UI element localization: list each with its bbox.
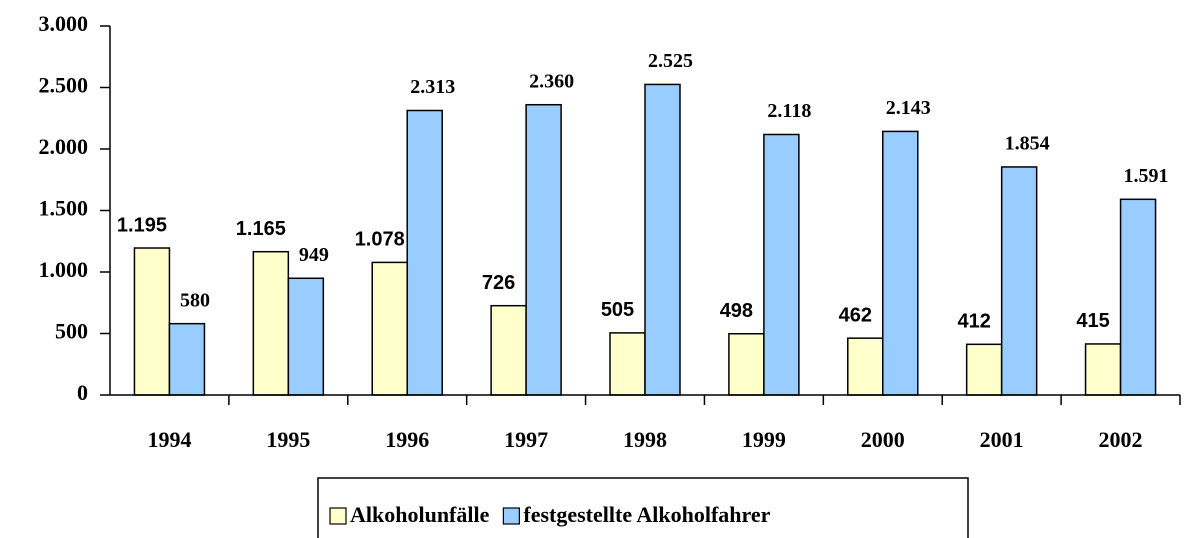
data-label: 1.195 (117, 214, 167, 236)
bar (525, 103, 562, 396)
x-tick-label: 1995 (266, 427, 310, 452)
data-label: 2.313 (410, 76, 455, 98)
legend-box (317, 477, 969, 538)
y-tick-label: 1.000 (39, 257, 89, 282)
y-tick-label: 2.500 (39, 73, 89, 98)
data-label: 415 (1076, 310, 1109, 332)
legend-label: Alkoholunfälle (350, 502, 490, 527)
x-tick-label: 1999 (742, 427, 786, 452)
data-label: 580 (180, 289, 210, 311)
y-tick-label: 3.000 (39, 11, 89, 36)
bar (644, 83, 681, 396)
data-label: 1.078 (355, 229, 405, 251)
bar (1119, 198, 1157, 396)
bar (1000, 166, 1038, 396)
bar (406, 109, 443, 396)
legend-swatch (329, 507, 347, 525)
data-label: 412 (957, 311, 990, 333)
bar (133, 247, 171, 396)
x-tick-label: 1997 (504, 427, 548, 452)
bar (728, 332, 765, 396)
bar (252, 250, 290, 396)
data-label: 1.854 (1005, 133, 1050, 155)
data-label: 2.525 (648, 50, 693, 72)
bar (965, 343, 1003, 396)
x-tick-label: 2001 (980, 427, 1024, 452)
bar (763, 133, 800, 396)
x-tick-label: 2000 (861, 427, 905, 452)
data-label: 2.143 (886, 97, 931, 119)
legend-swatch (502, 507, 520, 525)
bar (1084, 343, 1122, 396)
data-label: 505 (601, 299, 634, 321)
data-label: 2.360 (529, 70, 574, 92)
bar (287, 277, 325, 396)
data-label: 498 (720, 300, 753, 322)
x-tick-label: 1996 (385, 427, 429, 452)
y-tick-label: 1.500 (39, 196, 89, 221)
x-tick-label: 1994 (147, 427, 191, 452)
data-label: 2.118 (767, 100, 811, 122)
data-label: 949 (299, 244, 329, 266)
y-tick-label: 2.000 (39, 134, 89, 159)
bar (882, 130, 919, 396)
data-label: 462 (839, 304, 872, 326)
y-tick-label: 0 (77, 380, 88, 405)
bar (490, 304, 527, 396)
bar (847, 337, 884, 396)
x-tick-label: 1998 (623, 427, 667, 452)
data-label: 1.591 (1124, 165, 1169, 187)
y-tick-label: 500 (55, 319, 88, 344)
data-label: 1.165 (236, 218, 286, 240)
bar (609, 332, 646, 396)
data-label: 726 (482, 272, 515, 294)
x-tick-label: 2002 (1099, 427, 1143, 452)
bar (168, 322, 206, 396)
bar (371, 261, 408, 396)
legend-label: festgestellte Alkoholfahrer (523, 502, 770, 527)
